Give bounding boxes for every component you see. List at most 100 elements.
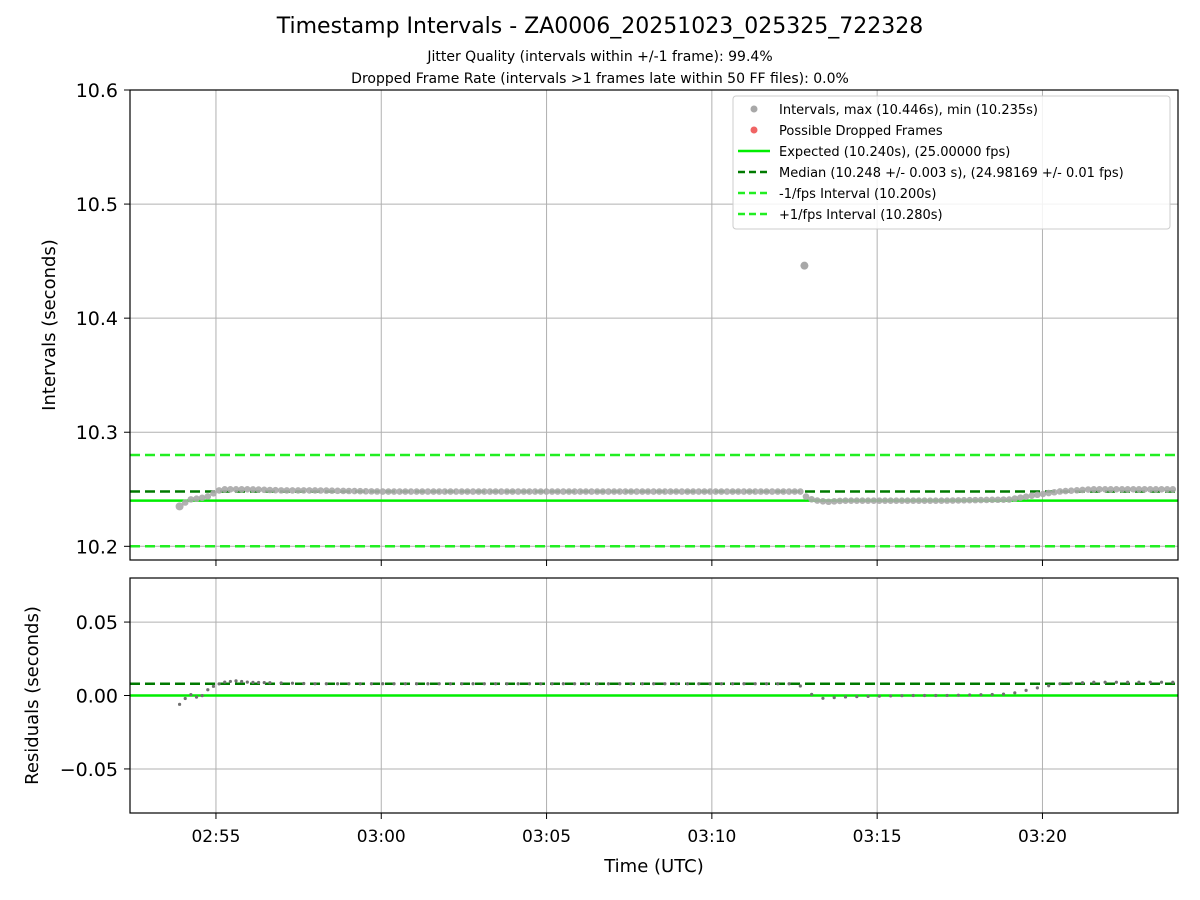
interval-point bbox=[859, 497, 866, 504]
residual-point bbox=[979, 693, 983, 697]
residual-point bbox=[1148, 680, 1152, 684]
legend-dropped-frames-entry-marker bbox=[750, 126, 758, 134]
x-tick-label: 03:15 bbox=[853, 827, 902, 847]
residual-point bbox=[1024, 688, 1028, 692]
interval-point bbox=[469, 488, 477, 495]
interval-point bbox=[842, 497, 849, 504]
interval-point bbox=[915, 497, 923, 504]
interval-point bbox=[390, 488, 398, 495]
interval-point bbox=[204, 493, 212, 500]
residual-point bbox=[256, 680, 261, 685]
interval-point bbox=[1107, 485, 1115, 493]
interval-point bbox=[729, 488, 736, 495]
interval-point bbox=[955, 497, 962, 504]
legend-intervals-entry-label: Intervals, max (10.446s), min (10.235s) bbox=[779, 103, 1038, 118]
interval-point bbox=[1000, 496, 1007, 503]
interval-point bbox=[774, 488, 782, 495]
interval-point bbox=[1005, 496, 1013, 503]
residual-point bbox=[708, 682, 712, 686]
interval-point bbox=[317, 487, 324, 494]
interval-point bbox=[328, 487, 336, 495]
interval-point bbox=[571, 488, 578, 495]
interval-point bbox=[718, 488, 725, 495]
interval-point bbox=[1039, 490, 1047, 498]
residual-point bbox=[482, 682, 486, 686]
intervals-plot: 10.2 10.3 10.4 10.5 10.6 Intervals (seconds)… bbox=[39, 80, 1179, 566]
residual-point bbox=[1035, 686, 1039, 690]
residual-point bbox=[573, 682, 577, 686]
interval-point bbox=[813, 497, 821, 504]
residual-point bbox=[652, 682, 656, 686]
interval-point bbox=[881, 497, 889, 504]
interval-point bbox=[373, 488, 381, 495]
residuals-y-ticks: −0.05 0.00 0.05 bbox=[60, 612, 130, 781]
residual-point bbox=[1092, 680, 1096, 684]
residual-point bbox=[798, 684, 802, 688]
interval-point bbox=[616, 488, 624, 495]
interval-point bbox=[1124, 485, 1131, 493]
interval-point bbox=[356, 487, 364, 495]
residual-point bbox=[968, 693, 972, 697]
x-tick-label: 03:10 bbox=[687, 827, 736, 847]
interval-point bbox=[379, 488, 387, 495]
interval-point bbox=[1017, 494, 1024, 501]
residual-point bbox=[1058, 682, 1062, 686]
residual-point bbox=[866, 694, 870, 699]
interval-point bbox=[825, 498, 832, 506]
legend-dropped-frames-entry-label: Possible Dropped Frames bbox=[779, 124, 943, 139]
x-tick-label: 03:00 bbox=[357, 827, 406, 847]
residuals-y-tick-label: 0.00 bbox=[76, 686, 118, 708]
interval-point bbox=[1146, 485, 1154, 493]
interval-point bbox=[300, 487, 308, 494]
interval-point bbox=[418, 488, 426, 495]
interval-outlier-point bbox=[800, 261, 809, 270]
interval-point bbox=[1062, 487, 1069, 495]
interval-point bbox=[520, 488, 528, 495]
interval-point bbox=[836, 497, 844, 505]
residual-point bbox=[211, 684, 216, 688]
residual-point bbox=[584, 682, 588, 686]
interval-point bbox=[785, 488, 793, 495]
residual-point bbox=[251, 680, 255, 684]
interval-point bbox=[385, 488, 392, 495]
interval-point bbox=[543, 488, 550, 495]
interval-point bbox=[441, 488, 449, 495]
residual-point bbox=[561, 682, 565, 686]
interval-point bbox=[193, 495, 200, 503]
interval-point bbox=[447, 488, 454, 495]
interval-point bbox=[780, 488, 787, 495]
interval-point bbox=[531, 488, 539, 495]
residual-point bbox=[223, 680, 227, 684]
interval-point bbox=[672, 488, 680, 495]
residual-point bbox=[1159, 680, 1164, 684]
residuals-x-ticks: 02:55 03:00 03:05 03:10 03:15 03:20 bbox=[191, 813, 1067, 847]
residual-point bbox=[347, 682, 351, 686]
interval-point bbox=[1051, 488, 1058, 496]
interval-point bbox=[701, 488, 708, 495]
interval-point bbox=[994, 496, 1002, 504]
residual-point bbox=[539, 682, 543, 686]
residual-point bbox=[381, 682, 385, 686]
residual-point bbox=[934, 693, 938, 698]
interval-point bbox=[797, 488, 804, 495]
residual-point bbox=[922, 693, 927, 698]
residual-point bbox=[742, 682, 746, 686]
interval-point bbox=[588, 488, 595, 495]
legend-box bbox=[732, 95, 1171, 230]
residual-point bbox=[606, 682, 611, 686]
interval-point bbox=[977, 496, 985, 504]
residual-point bbox=[448, 682, 453, 686]
interval-point bbox=[802, 493, 810, 500]
interval-point bbox=[526, 488, 533, 495]
residual-point bbox=[821, 696, 825, 700]
intervals-y-tick-label: 10.5 bbox=[76, 194, 118, 216]
interval-point bbox=[746, 488, 753, 495]
interval-point bbox=[1113, 485, 1120, 493]
residual-point bbox=[324, 682, 328, 686]
interval-point bbox=[323, 487, 330, 494]
legend-plus-fps-entry-label: +1/fps Interval (10.280s) bbox=[779, 208, 943, 223]
interval-point bbox=[1028, 492, 1036, 499]
interval-point bbox=[768, 488, 776, 495]
residual-point bbox=[1171, 680, 1175, 684]
